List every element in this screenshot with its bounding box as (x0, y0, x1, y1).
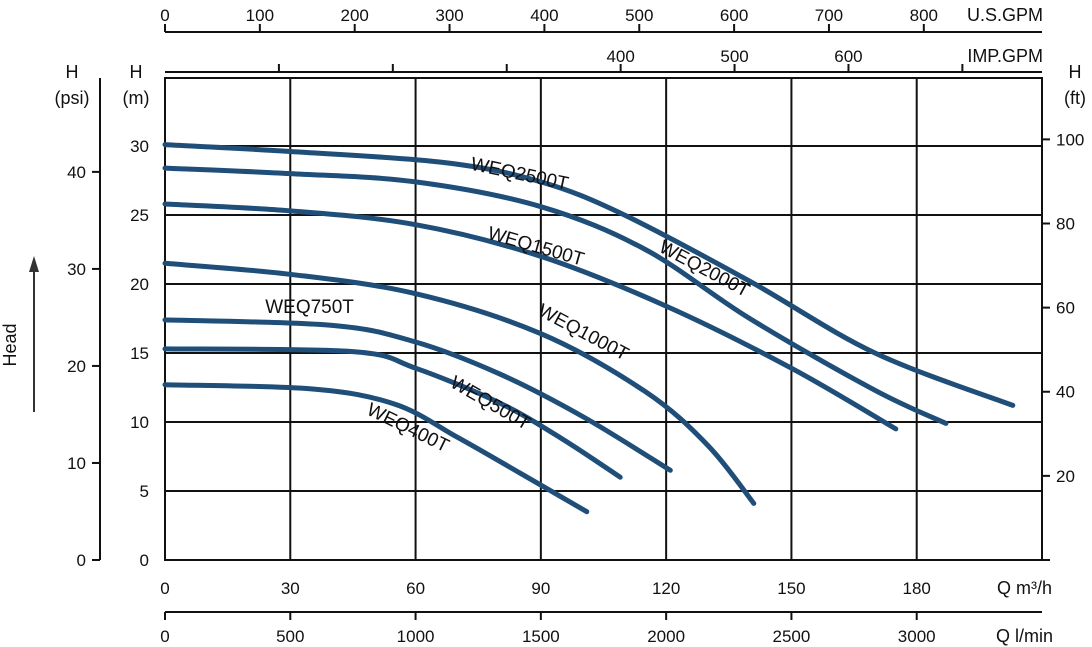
y-tick-label-m: 0 (140, 551, 149, 570)
curve-weq400t (162, 382, 590, 515)
curve-label-weq1500t: WEQ1500T (485, 223, 587, 271)
curve-label-weq750t: WEQ750T (265, 297, 354, 318)
psi-tick-label: 0 (77, 551, 86, 570)
curve-weq2500t (162, 142, 1016, 408)
ft-tick-label: 100 (1056, 130, 1084, 149)
psi-tick-label: 40 (67, 163, 86, 182)
curve-weq750t (162, 317, 673, 473)
ft-tick-label: 40 (1056, 383, 1075, 402)
lmin-tick-label: 2000 (647, 627, 685, 646)
impgpm-tick-label: 500 (720, 47, 748, 66)
ft-tick-label: 20 (1056, 467, 1075, 486)
ft-tick-label: 60 (1056, 299, 1075, 318)
curve-weq2000t (162, 165, 949, 426)
m-axis-label-bottom: (m) (123, 88, 150, 108)
lmin-tick-label: 1000 (397, 627, 435, 646)
x-tick-label-m3h: 0 (160, 579, 169, 598)
head-side-label: Head (0, 323, 20, 366)
usgpm-tick-label: 200 (341, 6, 369, 25)
usgpm-tick-label: 300 (435, 6, 463, 25)
curve-weq1000t (162, 260, 757, 506)
usgpm-axis-label: U.S.GPM (967, 5, 1043, 25)
usgpm-tick-label: 700 (815, 6, 843, 25)
ft-tick-label: 80 (1056, 214, 1075, 233)
x-tick-label-m3h: 180 (903, 579, 931, 598)
x-tick-label-m3h: 120 (652, 579, 680, 598)
x-tick-label-m3h: 150 (777, 579, 805, 598)
psi-tick-label: 10 (67, 454, 86, 473)
grid-lines (165, 78, 1042, 560)
ft-axis-label-bottom: (ft) (1064, 88, 1086, 108)
psi-axis-label-bottom: (psi) (55, 88, 90, 108)
impgpm-tick-label: 400 (606, 47, 634, 66)
y-tick-label-m: 10 (130, 413, 149, 432)
lmin-tick-label: 2500 (773, 627, 811, 646)
x-tick-label-m3h: 90 (531, 579, 550, 598)
pump-curves (162, 142, 1016, 515)
head-arrow-icon (29, 256, 39, 412)
y-tick-label-m: 25 (130, 206, 149, 225)
curve-weq1500t (162, 201, 899, 432)
y-tick-label-m: 5 (140, 482, 149, 501)
lmin-axis-label: Q l/min (996, 626, 1053, 646)
usgpm-tick-label: 600 (720, 6, 748, 25)
ft-axis-label-top: H (1069, 62, 1082, 82)
lmin-tick-label: 500 (276, 627, 304, 646)
psi-axis-label-top: H (66, 62, 79, 82)
impgpm-axis-label: IMP.GPM (967, 46, 1043, 66)
psi-tick-label: 20 (67, 357, 86, 376)
curve-weq500t (162, 346, 623, 480)
usgpm-tick-label: 400 (530, 6, 558, 25)
lmin-tick-label: 1500 (522, 627, 560, 646)
lmin-tick-label: 0 (160, 627, 169, 646)
curve-label-weq2500t: WEQ2500T (469, 154, 571, 195)
xunit-m3h-label: Q m³/h (997, 578, 1052, 598)
y-tick-label-m: 20 (130, 275, 149, 294)
usgpm-tick-label: 500 (625, 6, 653, 25)
y-tick-label-m: 30 (130, 137, 149, 156)
psi-tick-label: 30 (67, 260, 86, 279)
impgpm-tick-label: 600 (834, 47, 862, 66)
curve-label-weq2000t: WEQ2000T (655, 237, 753, 302)
m-axis-label-top: H (130, 62, 143, 82)
y-tick-label-m: 15 (130, 344, 149, 363)
usgpm-tick-label: 800 (910, 6, 938, 25)
lmin-tick-label: 3000 (898, 627, 936, 646)
usgpm-tick-label: 0 (160, 6, 169, 25)
usgpm-tick-label: 100 (246, 6, 274, 25)
x-tick-label-m3h: 30 (281, 579, 300, 598)
x-tick-label-m3h: 60 (406, 579, 425, 598)
